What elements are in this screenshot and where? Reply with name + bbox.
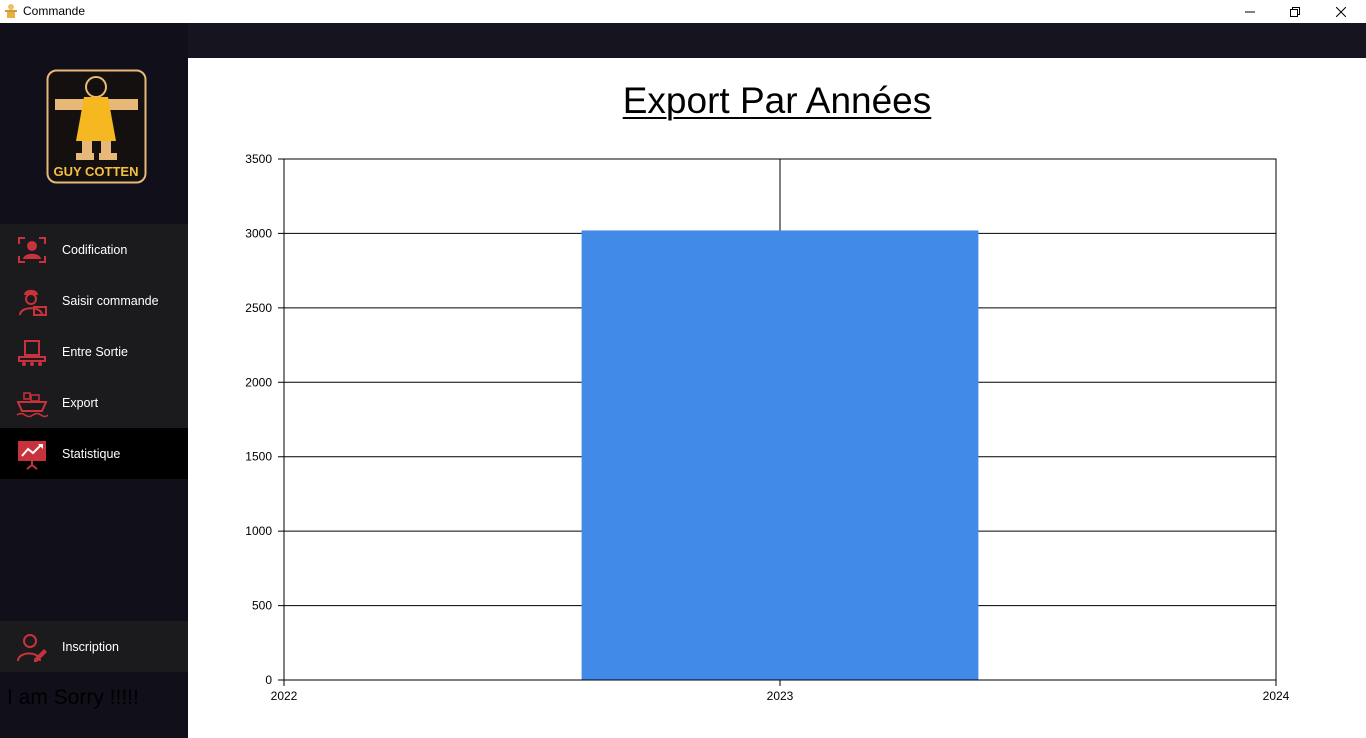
user-edit-icon xyxy=(17,634,47,662)
y-tick-label: 2000 xyxy=(245,375,272,389)
sidebar-item-statistique[interactable]: Statistique xyxy=(0,428,188,479)
close-icon xyxy=(1336,6,1346,17)
close-button[interactable] xyxy=(1318,0,1364,23)
x-tick-label: 2023 xyxy=(767,689,794,703)
y-tick-label: 3500 xyxy=(245,152,272,166)
x-tick-label: 2022 xyxy=(271,689,298,703)
face-scan-icon xyxy=(18,237,46,263)
worker-icon xyxy=(19,289,47,316)
sidebar-item-entre-sortie[interactable]: Entre Sortie xyxy=(0,326,188,377)
x-tick-label: 2024 xyxy=(1263,689,1290,703)
chart-title: Export Par Années xyxy=(622,80,932,121)
chart-board-icon xyxy=(18,441,46,470)
y-tick-label: 0 xyxy=(265,673,272,687)
y-tick-label: 1000 xyxy=(245,524,272,538)
sidebar-item-label: Statistique xyxy=(62,447,121,461)
bar-2023 xyxy=(581,230,979,681)
window-titlebar: Commande xyxy=(0,0,1366,23)
guy-cotten-logo: GUY COTTEN xyxy=(46,69,147,184)
y-tick-label: 3000 xyxy=(245,226,272,240)
sidebar-item-label: Export xyxy=(62,396,99,410)
window-title: Commande xyxy=(23,4,86,18)
sidebar-item-saisir-commande[interactable]: Saisir commande xyxy=(0,275,188,326)
restore-icon xyxy=(1290,6,1300,17)
sidebar-item-label: Saisir commande xyxy=(62,294,159,308)
logo-text: GUY COTTEN xyxy=(54,164,139,179)
chart-svg: 0 500 1000 1500 2000 2500 3000 3500 2022 2023 2024 xyxy=(245,152,1290,703)
sidebar: GUY COTTEN Codification Saisir commande … xyxy=(0,23,188,738)
bar-chart: 0 500 1000 1500 2000 2500 3000 3500 2022 2023 2024 xyxy=(230,148,1310,718)
sidebar-item-label: Entre Sortie xyxy=(62,345,129,359)
y-tick-label: 2500 xyxy=(245,301,272,315)
sidebar-item-inscription[interactable]: Inscription xyxy=(0,621,188,672)
top-bar xyxy=(188,23,1366,58)
y-tick-label: 1500 xyxy=(245,450,272,464)
sidebar-item-label: Inscription xyxy=(62,640,119,654)
sidebar-item-codification[interactable]: Codification xyxy=(0,224,188,275)
sidebar-item-label: Codification xyxy=(62,243,128,257)
y-tick-label: 500 xyxy=(252,599,272,613)
footer-message: I am Sorry !!!!! xyxy=(7,686,139,709)
restore-button[interactable] xyxy=(1272,0,1318,23)
ship-icon xyxy=(16,392,48,418)
app-icon xyxy=(5,4,17,18)
conveyor-icon xyxy=(18,340,46,366)
plot-frame xyxy=(283,158,1277,681)
minimize-button[interactable] xyxy=(1227,0,1273,23)
sidebar-item-export[interactable]: Export xyxy=(0,377,188,428)
minimize-icon xyxy=(1245,11,1255,12)
